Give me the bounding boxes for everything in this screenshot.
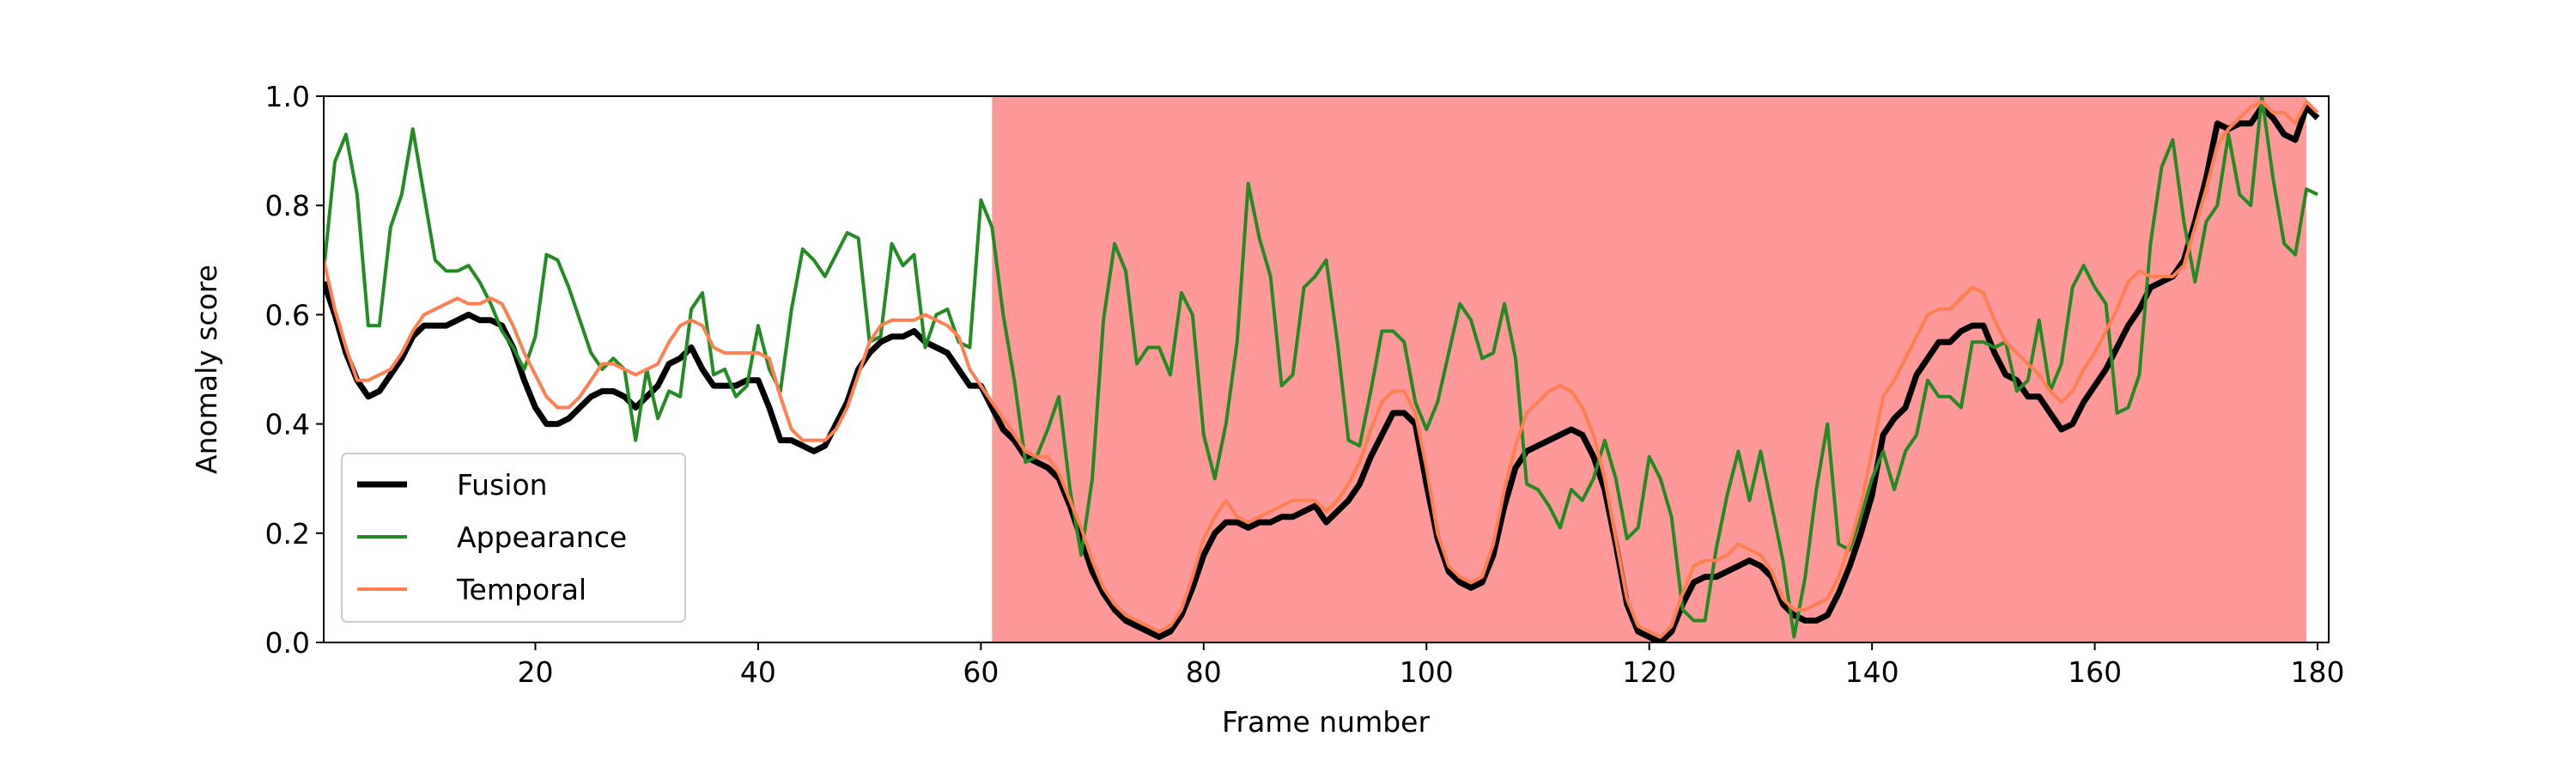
series-line [324, 96, 2318, 639]
x-axis-label: Frame number [1222, 705, 1431, 739]
y-tick-label: 0.8 [265, 189, 310, 222]
legend-label: Temporal [456, 573, 586, 606]
legend: Fusion Appearance Temporal [341, 453, 686, 623]
x-tick-label: 180 [2291, 655, 2345, 689]
x-tick-label: 120 [1622, 655, 1676, 689]
y-tick-label: 0.6 [265, 298, 310, 332]
y-tick-label: 0.2 [265, 517, 310, 551]
y-tick-label: 0.0 [265, 626, 310, 660]
x-tick-label: 100 [1400, 655, 1454, 689]
plot-frame [323, 95, 2330, 643]
series-line [324, 100, 2319, 639]
legend-box [341, 453, 686, 623]
legend-label: Fusion [457, 468, 548, 502]
y-axis-label: Anomaly score [190, 265, 223, 474]
series-line [324, 104, 2320, 642]
x-tick-label: 60 [963, 655, 999, 689]
shaded-region [992, 96, 2307, 642]
y-tick-label: 1.0 [265, 80, 310, 113]
x-tick-label: 40 [740, 655, 776, 689]
x-tick-label: 80 [1186, 655, 1222, 689]
y-tick-label: 0.4 [265, 408, 310, 441]
x-tick-label: 20 [517, 655, 553, 689]
legend-label: Appearance [457, 520, 627, 554]
x-tick-label: 160 [2068, 655, 2122, 689]
x-tick-label: 140 [1845, 655, 1899, 689]
